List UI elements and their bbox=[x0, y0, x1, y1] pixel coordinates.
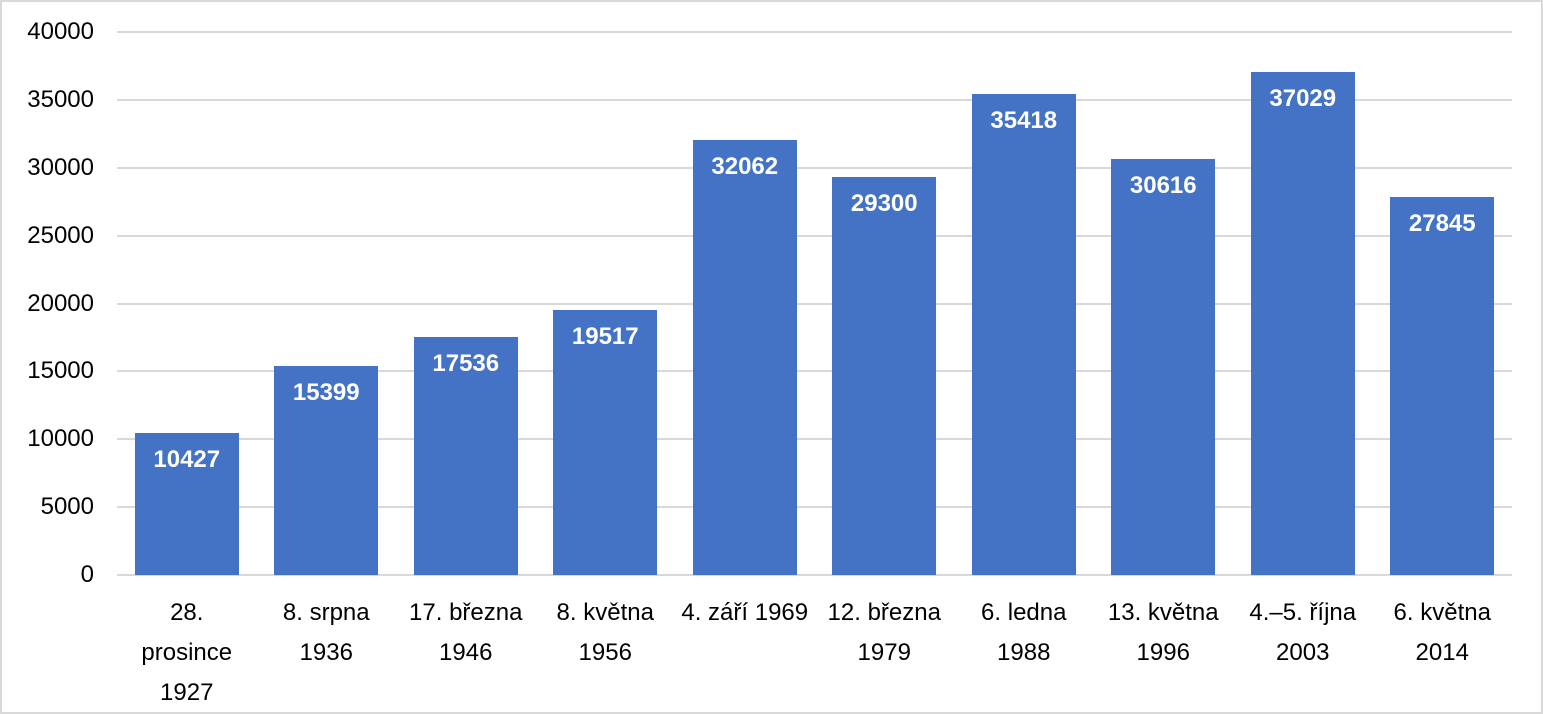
gridline bbox=[117, 438, 1512, 441]
y-tick-label: 5000 bbox=[40, 493, 94, 521]
x-tick-line: 4. září 1969 bbox=[681, 599, 809, 626]
bar: 35418 bbox=[971, 94, 1076, 575]
bar: 30616 bbox=[1111, 159, 1216, 575]
bar-column: 19517 bbox=[536, 32, 676, 575]
x-tick-line: 8. května bbox=[556, 599, 654, 626]
gridline bbox=[117, 166, 1512, 169]
x-tick-label: 4.–5. října 2003 bbox=[1233, 593, 1373, 712]
x-tick-line: 1946 bbox=[439, 639, 493, 666]
bar: 32062 bbox=[692, 139, 797, 575]
bar-value-label: 37029 bbox=[1269, 85, 1337, 113]
x-tick-label: 13. května 1996 bbox=[1094, 593, 1234, 712]
x-tick-label: 28. prosince 1927 bbox=[117, 593, 257, 712]
x-tick-line: 6. května bbox=[1393, 599, 1491, 626]
bar-column: 35418 bbox=[954, 32, 1094, 575]
gridline bbox=[117, 98, 1512, 101]
bar-value-label: 27845 bbox=[1408, 210, 1476, 238]
x-tick-line: 4.–5. října bbox=[1249, 599, 1357, 626]
x-axis: 28. prosince 1927 8. srpna 1936 17. března 194… bbox=[117, 593, 1513, 712]
x-tick-line: 28. bbox=[170, 599, 204, 626]
bar: 10427 bbox=[134, 433, 239, 575]
y-tick-label: 20000 bbox=[27, 289, 94, 317]
y-tick-label: 10000 bbox=[27, 425, 94, 453]
plot-area: 10427 15399 17536 19517 32062 29300 35418 30616… bbox=[117, 31, 1512, 576]
x-tick-label: 8. května 1956 bbox=[536, 593, 676, 712]
x-tick-line: 1936 bbox=[299, 639, 353, 666]
x-tick-line: 17. března bbox=[409, 599, 523, 626]
x-tick-line: 1996 bbox=[1136, 639, 1190, 666]
y-tick-label: 30000 bbox=[27, 153, 94, 181]
gridline bbox=[117, 31, 1512, 33]
bar-column: 10427 bbox=[117, 32, 257, 575]
bar-value-label: 15399 bbox=[292, 378, 360, 406]
bar-column: 15399 bbox=[257, 32, 397, 575]
y-tick-label: 0 bbox=[80, 561, 94, 588]
bar-value-label: 29300 bbox=[850, 190, 918, 218]
bar: 29300 bbox=[832, 177, 937, 575]
y-tick-label: 25000 bbox=[27, 221, 94, 249]
bar-column: 27845 bbox=[1373, 32, 1513, 575]
bar: 15399 bbox=[274, 365, 379, 575]
bar-column: 30616 bbox=[1094, 32, 1234, 575]
x-tick-line: 2014 bbox=[1415, 639, 1469, 666]
x-tick-label: 6. května 2014 bbox=[1373, 593, 1513, 712]
bar: 19517 bbox=[553, 310, 658, 575]
gridline bbox=[117, 234, 1512, 237]
x-tick-line: 1927 bbox=[160, 679, 214, 706]
bar-value-label: 32062 bbox=[711, 152, 779, 180]
x-tick-label: 17. března 1946 bbox=[396, 593, 536, 712]
gridline bbox=[117, 506, 1512, 509]
y-tick-label: 40000 bbox=[27, 18, 94, 45]
bar-value-label: 19517 bbox=[571, 323, 639, 351]
gridline bbox=[117, 302, 1512, 305]
bar-series: 10427 15399 17536 19517 32062 29300 35418 30616… bbox=[117, 32, 1512, 575]
x-tick-line: 1956 bbox=[578, 639, 632, 666]
gridlines bbox=[117, 31, 1512, 576]
x-tick-label: 8. srpna 1936 bbox=[257, 593, 397, 712]
x-tick-line: 6. ledna bbox=[981, 599, 1067, 626]
bar-column: 32062 bbox=[675, 32, 815, 575]
bar: 17536 bbox=[413, 336, 518, 575]
bar-column: 29300 bbox=[815, 32, 955, 575]
bar-value-label: 35418 bbox=[990, 107, 1058, 135]
y-axis: 0 5000 10000 15000 20000 25000 30000 35000 40000 bbox=[2, 18, 94, 588]
bar-column: 17536 bbox=[396, 32, 536, 575]
x-tick-line: 2003 bbox=[1276, 639, 1330, 666]
gridline bbox=[117, 370, 1512, 373]
x-tick-label: 6. ledna 1988 bbox=[954, 593, 1094, 712]
gridline bbox=[117, 574, 1512, 576]
x-tick-label: 4. září 1969 bbox=[675, 593, 815, 712]
bar-column: 37029 bbox=[1233, 32, 1373, 575]
bar: 37029 bbox=[1250, 72, 1355, 575]
bar: 27845 bbox=[1390, 197, 1495, 575]
x-tick-line: prosince bbox=[141, 639, 233, 666]
x-tick-line: 8. srpna bbox=[282, 599, 370, 626]
x-tick-label: 12. března 1979 bbox=[815, 593, 955, 712]
x-tick-line: 12. března bbox=[827, 599, 941, 626]
bar-value-label: 17536 bbox=[432, 349, 500, 377]
x-tick-line: 1979 bbox=[857, 639, 911, 666]
x-tick-line: 1988 bbox=[997, 639, 1051, 666]
bar-value-label: 30616 bbox=[1129, 172, 1197, 200]
bar-value-label: 10427 bbox=[153, 446, 221, 474]
y-tick-label: 15000 bbox=[27, 357, 94, 385]
y-tick-label: 35000 bbox=[27, 85, 94, 113]
x-tick-line: 13. května bbox=[1107, 599, 1219, 626]
